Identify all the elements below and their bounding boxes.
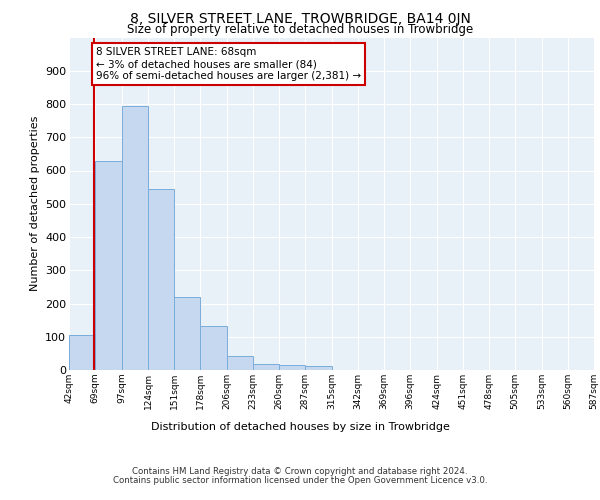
Text: Contains public sector information licensed under the Open Government Licence v3: Contains public sector information licen… — [113, 476, 487, 485]
Text: 8, SILVER STREET LANE, TROWBRIDGE, BA14 0JN: 8, SILVER STREET LANE, TROWBRIDGE, BA14 … — [130, 12, 470, 26]
Text: Distribution of detached houses by size in Trowbridge: Distribution of detached houses by size … — [151, 422, 449, 432]
Bar — [253, 364, 279, 370]
Bar — [279, 365, 305, 370]
Bar — [305, 366, 332, 370]
Bar — [69, 335, 95, 370]
Bar — [148, 189, 174, 370]
Text: Contains HM Land Registry data © Crown copyright and database right 2024.: Contains HM Land Registry data © Crown c… — [132, 467, 468, 476]
Bar — [95, 160, 122, 370]
Bar — [122, 106, 148, 370]
Bar — [174, 297, 200, 370]
Text: Size of property relative to detached houses in Trowbridge: Size of property relative to detached ho… — [127, 24, 473, 36]
Bar — [200, 326, 227, 370]
Y-axis label: Number of detached properties: Number of detached properties — [29, 116, 40, 292]
Bar — [227, 356, 253, 370]
Text: 8 SILVER STREET LANE: 68sqm
← 3% of detached houses are smaller (84)
96% of semi: 8 SILVER STREET LANE: 68sqm ← 3% of deta… — [96, 48, 361, 80]
